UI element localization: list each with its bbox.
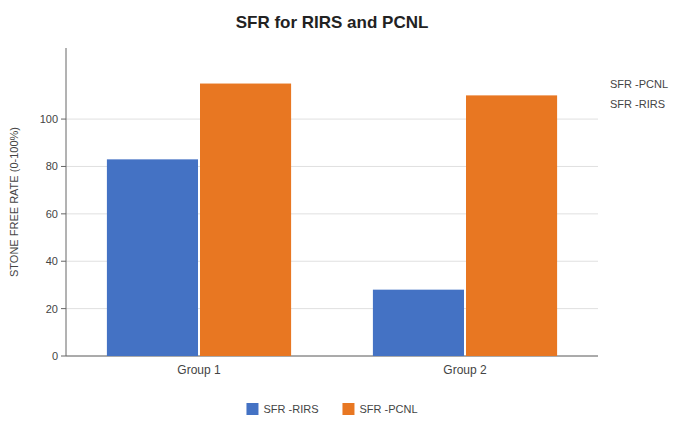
legend-label: SFR -RIRS — [263, 403, 318, 415]
tick-mark — [61, 356, 66, 357]
legend-label: SFR -PCNL — [359, 403, 417, 415]
tick-label: 40 — [46, 255, 58, 267]
x-ticks: Group 1 Group 2 — [177, 363, 487, 377]
x-tick-label: Group 1 — [177, 363, 221, 377]
annotations: SFR -PCNL SFR -RIRS — [610, 78, 668, 110]
tick-mark — [61, 213, 66, 214]
legend-item: SFR -RIRS — [246, 403, 318, 415]
legend-swatch — [342, 403, 354, 415]
tick-mark — [61, 261, 66, 262]
tick-mark — [61, 166, 66, 167]
x-tick-label: Group 2 — [443, 363, 487, 377]
tick-mark — [61, 308, 66, 309]
chart-svg: SFR for RIRS and PCNL 0 20 40 60 80 100 STONE F… — [0, 0, 693, 434]
tick-label: 100 — [40, 113, 58, 125]
tick-label: 0 — [52, 350, 58, 362]
tick-label: 60 — [46, 208, 58, 220]
tick-label: 80 — [46, 160, 58, 172]
bar — [200, 84, 291, 356]
y-axis-label: STONE FREE RATE (0-100%) — [8, 127, 20, 277]
y-ticks: 0 20 40 60 80 100 — [40, 113, 66, 362]
bar — [373, 290, 464, 356]
title: SFR for RIRS and PCNL — [236, 13, 429, 32]
annotation: SFR -PCNL — [610, 78, 668, 90]
legend-swatch — [246, 403, 258, 415]
chart-container: SFR for RIRS and PCNL 0 20 40 60 80 100 STONE F… — [0, 0, 693, 434]
background — [0, 0, 693, 434]
legend-item: SFR -PCNL — [342, 403, 417, 415]
annotation: SFR -RIRS — [610, 98, 665, 110]
legend: SFR -RIRS SFR -PCNL — [246, 403, 417, 415]
tick-mark — [61, 119, 66, 120]
tick-label: 20 — [46, 303, 58, 315]
bar — [107, 159, 198, 356]
bar — [466, 95, 557, 356]
y-axis-line — [66, 48, 67, 356]
bars — [107, 84, 557, 356]
